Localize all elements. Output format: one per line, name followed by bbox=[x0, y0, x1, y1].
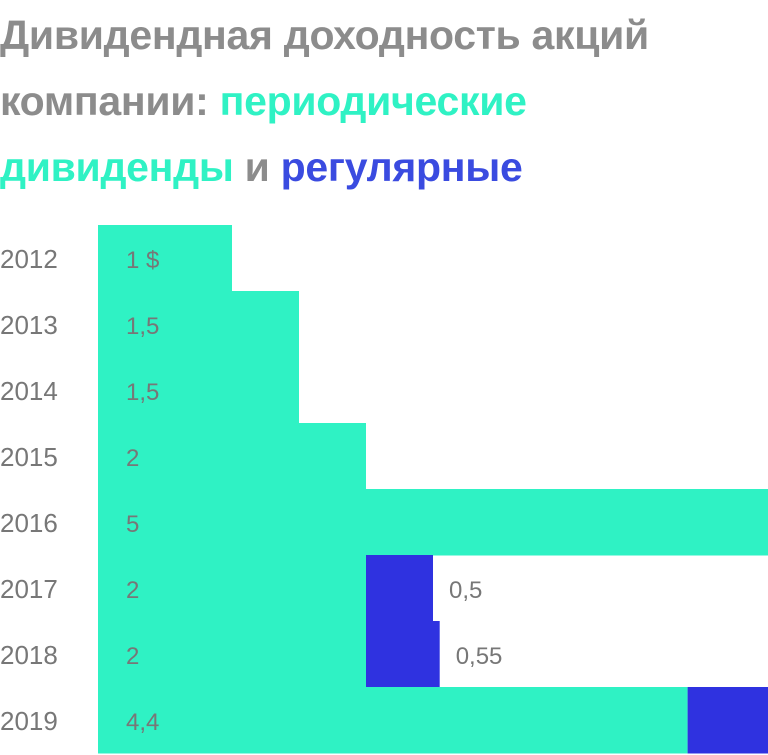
periodic-value-label-2019: 4,4 bbox=[126, 709, 159, 736]
periodic-value-label-2012: 1 $ bbox=[126, 247, 159, 274]
title-regular: регулярные bbox=[280, 144, 523, 190]
year-label-2017: 2017 bbox=[0, 574, 58, 604]
periodic-bar-2014 bbox=[98, 357, 299, 424]
year-label-2015: 2015 bbox=[0, 442, 58, 472]
periodic-bar-2017 bbox=[98, 555, 366, 622]
year-label-2012: 2012 bbox=[0, 244, 58, 274]
year-label-2014: 2014 bbox=[0, 376, 58, 406]
chart-title: Дивидендная доходность акций компании: п… bbox=[0, 2, 768, 200]
periodic-value-label-2015: 2 bbox=[126, 445, 139, 472]
periodic-bar-2015 bbox=[98, 423, 366, 490]
regular-value-label-2017: 0,5 bbox=[449, 577, 482, 604]
regular-bar-2017 bbox=[366, 555, 433, 622]
periodic-bar-2013 bbox=[98, 291, 299, 358]
periodic-value-label-2018: 2 bbox=[126, 643, 139, 670]
periodic-value-label-2016: 5 bbox=[126, 511, 139, 538]
regular-bar-2019 bbox=[687, 687, 768, 754]
year-label-2016: 2016 bbox=[0, 508, 58, 538]
periodic-value-label-2014: 1,5 bbox=[126, 379, 159, 406]
periodic-bar-2019 bbox=[98, 687, 688, 754]
periodic-bar-2018 bbox=[98, 621, 366, 688]
regular-value-label-2018: 0,55 bbox=[456, 643, 503, 670]
periodic-bar-2016 bbox=[98, 489, 768, 556]
title-prefix: Дивидендная доходность акций компании: bbox=[0, 12, 649, 124]
title-periodic: периодические дивиденды bbox=[0, 78, 527, 190]
periodic-value-label-2013: 1,5 bbox=[126, 313, 159, 340]
periodic-value-label-2017: 2 bbox=[126, 577, 139, 604]
title-and: и bbox=[233, 144, 281, 190]
regular-bar-2018 bbox=[366, 621, 440, 688]
year-label-2013: 2013 bbox=[0, 310, 58, 340]
year-label-2019: 2019 bbox=[0, 706, 58, 736]
year-label-2018: 2018 bbox=[0, 640, 58, 670]
periodic-bar-2012 bbox=[98, 225, 232, 292]
